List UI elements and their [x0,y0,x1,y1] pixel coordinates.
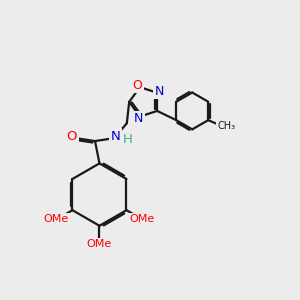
Text: O: O [67,130,77,143]
Text: N: N [155,85,164,98]
Text: OMe: OMe [130,214,155,224]
Text: O: O [133,79,142,92]
Text: H: H [123,133,133,146]
Text: OMe: OMe [87,239,112,249]
Text: CH₃: CH₃ [218,122,236,131]
Text: N: N [134,112,143,125]
Text: OMe: OMe [44,214,69,224]
Text: N: N [111,130,120,143]
